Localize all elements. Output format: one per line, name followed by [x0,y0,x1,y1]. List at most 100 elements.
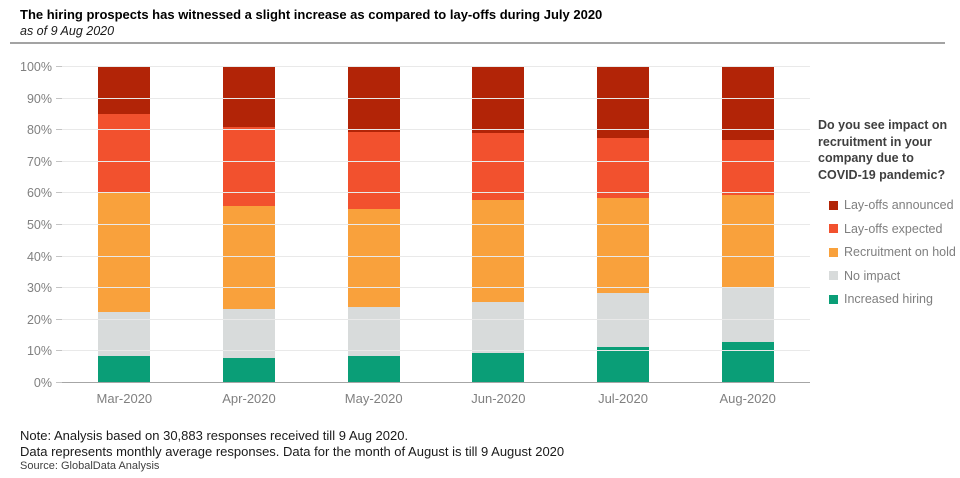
x-axis-labels: Mar-2020 Apr-2020 May-2020 Jun-2020 Jul-2020… [62,391,810,406]
legend-item-label: No impact [844,268,901,283]
y-tick-mark [56,192,62,194]
legend-item-no-impact: No impact [829,269,960,283]
title-divider [10,42,945,44]
gridline [62,66,810,67]
legend-item-label: Increased hiring [844,292,933,306]
legend-swatch-icon [829,200,838,210]
segment-lay-offs-announced-jun-2020 [472,67,525,134]
legend-swatch-icon [829,271,838,280]
bar-column-aug-2020 [685,67,810,383]
y-tick-label: 20% [26,312,52,327]
y-tick-label: 100% [20,60,52,74]
y-tick-mark [56,224,62,225]
y-tick-label: 80% [26,123,52,138]
y-tick-mark [56,66,62,67]
plot-area [56,66,810,383]
segment-lay-offs-announced-aug-2020 [721,67,774,140]
segment-lay-offs-announced-apr-2020 [223,67,275,128]
x-tick-label-aug-2020: Aug-2020 [719,391,776,406]
segment-no-impact-may-2020 [347,307,400,357]
segment-increased-hiring-aug-2020 [721,341,774,383]
stacked-bar-mar-2020 [98,67,151,383]
segment-no-impact-jun-2020 [472,302,525,353]
x-tick-label-mar-2020: Mar-2020 [96,391,153,406]
segment-lay-offs-expected-may-2020 [347,131,400,210]
y-tick-label: 50% [26,218,52,232]
segment-lay-offs-announced-jul-2020 [597,67,650,139]
y-tick-label: 60% [26,186,52,201]
gridline [62,192,810,194]
stacked-bar-aug-2020 [721,67,774,383]
y-tick-label: 40% [26,249,52,264]
legend-item-label: Lay-offs expected [844,221,943,236]
segment-increased-hiring-mar-2020 [98,356,151,383]
footer-note-line1: Note: Analysis based on 30,883 responses… [20,428,409,443]
bars-container [62,67,810,383]
footer-note-line2: Data represents monthly average response… [20,444,565,459]
stacked-bar-apr-2020 [223,67,275,383]
segment-lay-offs-announced-mar-2020 [98,67,151,115]
bar-column-jul-2020 [561,67,686,383]
gridline [62,129,810,131]
y-tick-mark [56,129,62,131]
y-tick-mark [56,160,62,162]
y-tick-mark [56,287,62,289]
segment-increased-hiring-may-2020 [347,356,400,383]
legend-items: Lay-offs announced Lay-offs expected Recru… [818,198,960,306]
legend-item-recruitment-on-hold: Recruitment on hold [829,245,960,259]
stacked-bar-jun-2020 [472,67,525,383]
y-axis-labels: 0% 10% 20% 30% 40% 50% 60% 70% 80% 90% 100% [0,60,54,390]
legend-item-increased-hiring: Increased hiring [829,292,960,306]
y-tick-label: 70% [26,154,52,169]
legend-title: Do you see impact on recruitment in your… [818,118,948,182]
y-tick-mark [56,318,62,320]
legend-item-lay-offs-announced: Lay-offs announced [829,198,960,212]
stacked-bar-may-2020 [347,67,400,383]
segment-lay-offs-announced-may-2020 [347,67,400,132]
legend-item-label: Lay-offs announced [844,198,954,212]
gridline [62,318,810,320]
segment-lay-offs-expected-jun-2020 [472,133,525,200]
y-tick-label: 90% [26,91,52,106]
segment-increased-hiring-jun-2020 [472,352,525,383]
bar-column-may-2020 [311,67,436,383]
chart-title: The hiring prospects has witnessed a sli… [20,7,603,22]
legend-item-lay-offs-expected: Lay-offs expected [829,222,960,236]
x-tick-label-jul-2020: Jul-2020 [598,391,648,406]
y-tick-mark [56,97,62,99]
segment-no-impact-jul-2020 [597,292,650,347]
chart-subtitle: as of 9 Aug 2020 [20,24,115,38]
segment-no-impact-aug-2020 [721,286,774,342]
segment-recruitment-on-hold-jun-2020 [472,199,525,303]
y-tick-label: 30% [26,281,52,296]
y-tick-mark [56,255,62,257]
segment-lay-offs-expected-jul-2020 [597,138,650,199]
x-tick-label-may-2020: May-2020 [344,391,403,406]
segment-recruitment-on-hold-jul-2020 [597,198,650,293]
segment-increased-hiring-jul-2020 [597,346,650,383]
gridline [62,255,810,257]
gridline [62,350,810,352]
legend-swatch-icon [829,247,838,257]
y-tick-label: 10% [26,344,52,359]
legend-item-label: Recruitment on hold [844,245,956,259]
segment-lay-offs-expected-aug-2020 [721,139,774,195]
segment-no-impact-apr-2020 [223,308,275,358]
segment-recruitment-on-hold-aug-2020 [721,195,774,287]
segment-lay-offs-expected-apr-2020 [223,127,275,207]
y-tick-label: 0% [33,376,52,390]
legend-swatch-icon [829,224,838,233]
legend-swatch-icon [829,294,838,304]
y-tick-mark [56,382,62,383]
bar-column-apr-2020 [187,67,312,383]
gridline [62,287,810,289]
segment-lay-offs-expected-mar-2020 [98,114,151,194]
gridline [62,224,810,225]
x-tick-label-jun-2020: Jun-2020 [471,391,526,406]
segment-recruitment-on-hold-may-2020 [347,209,400,308]
segment-recruitment-on-hold-mar-2020 [98,193,151,312]
gridline [62,160,810,162]
x-axis-line [62,382,810,383]
gridline [62,97,810,99]
